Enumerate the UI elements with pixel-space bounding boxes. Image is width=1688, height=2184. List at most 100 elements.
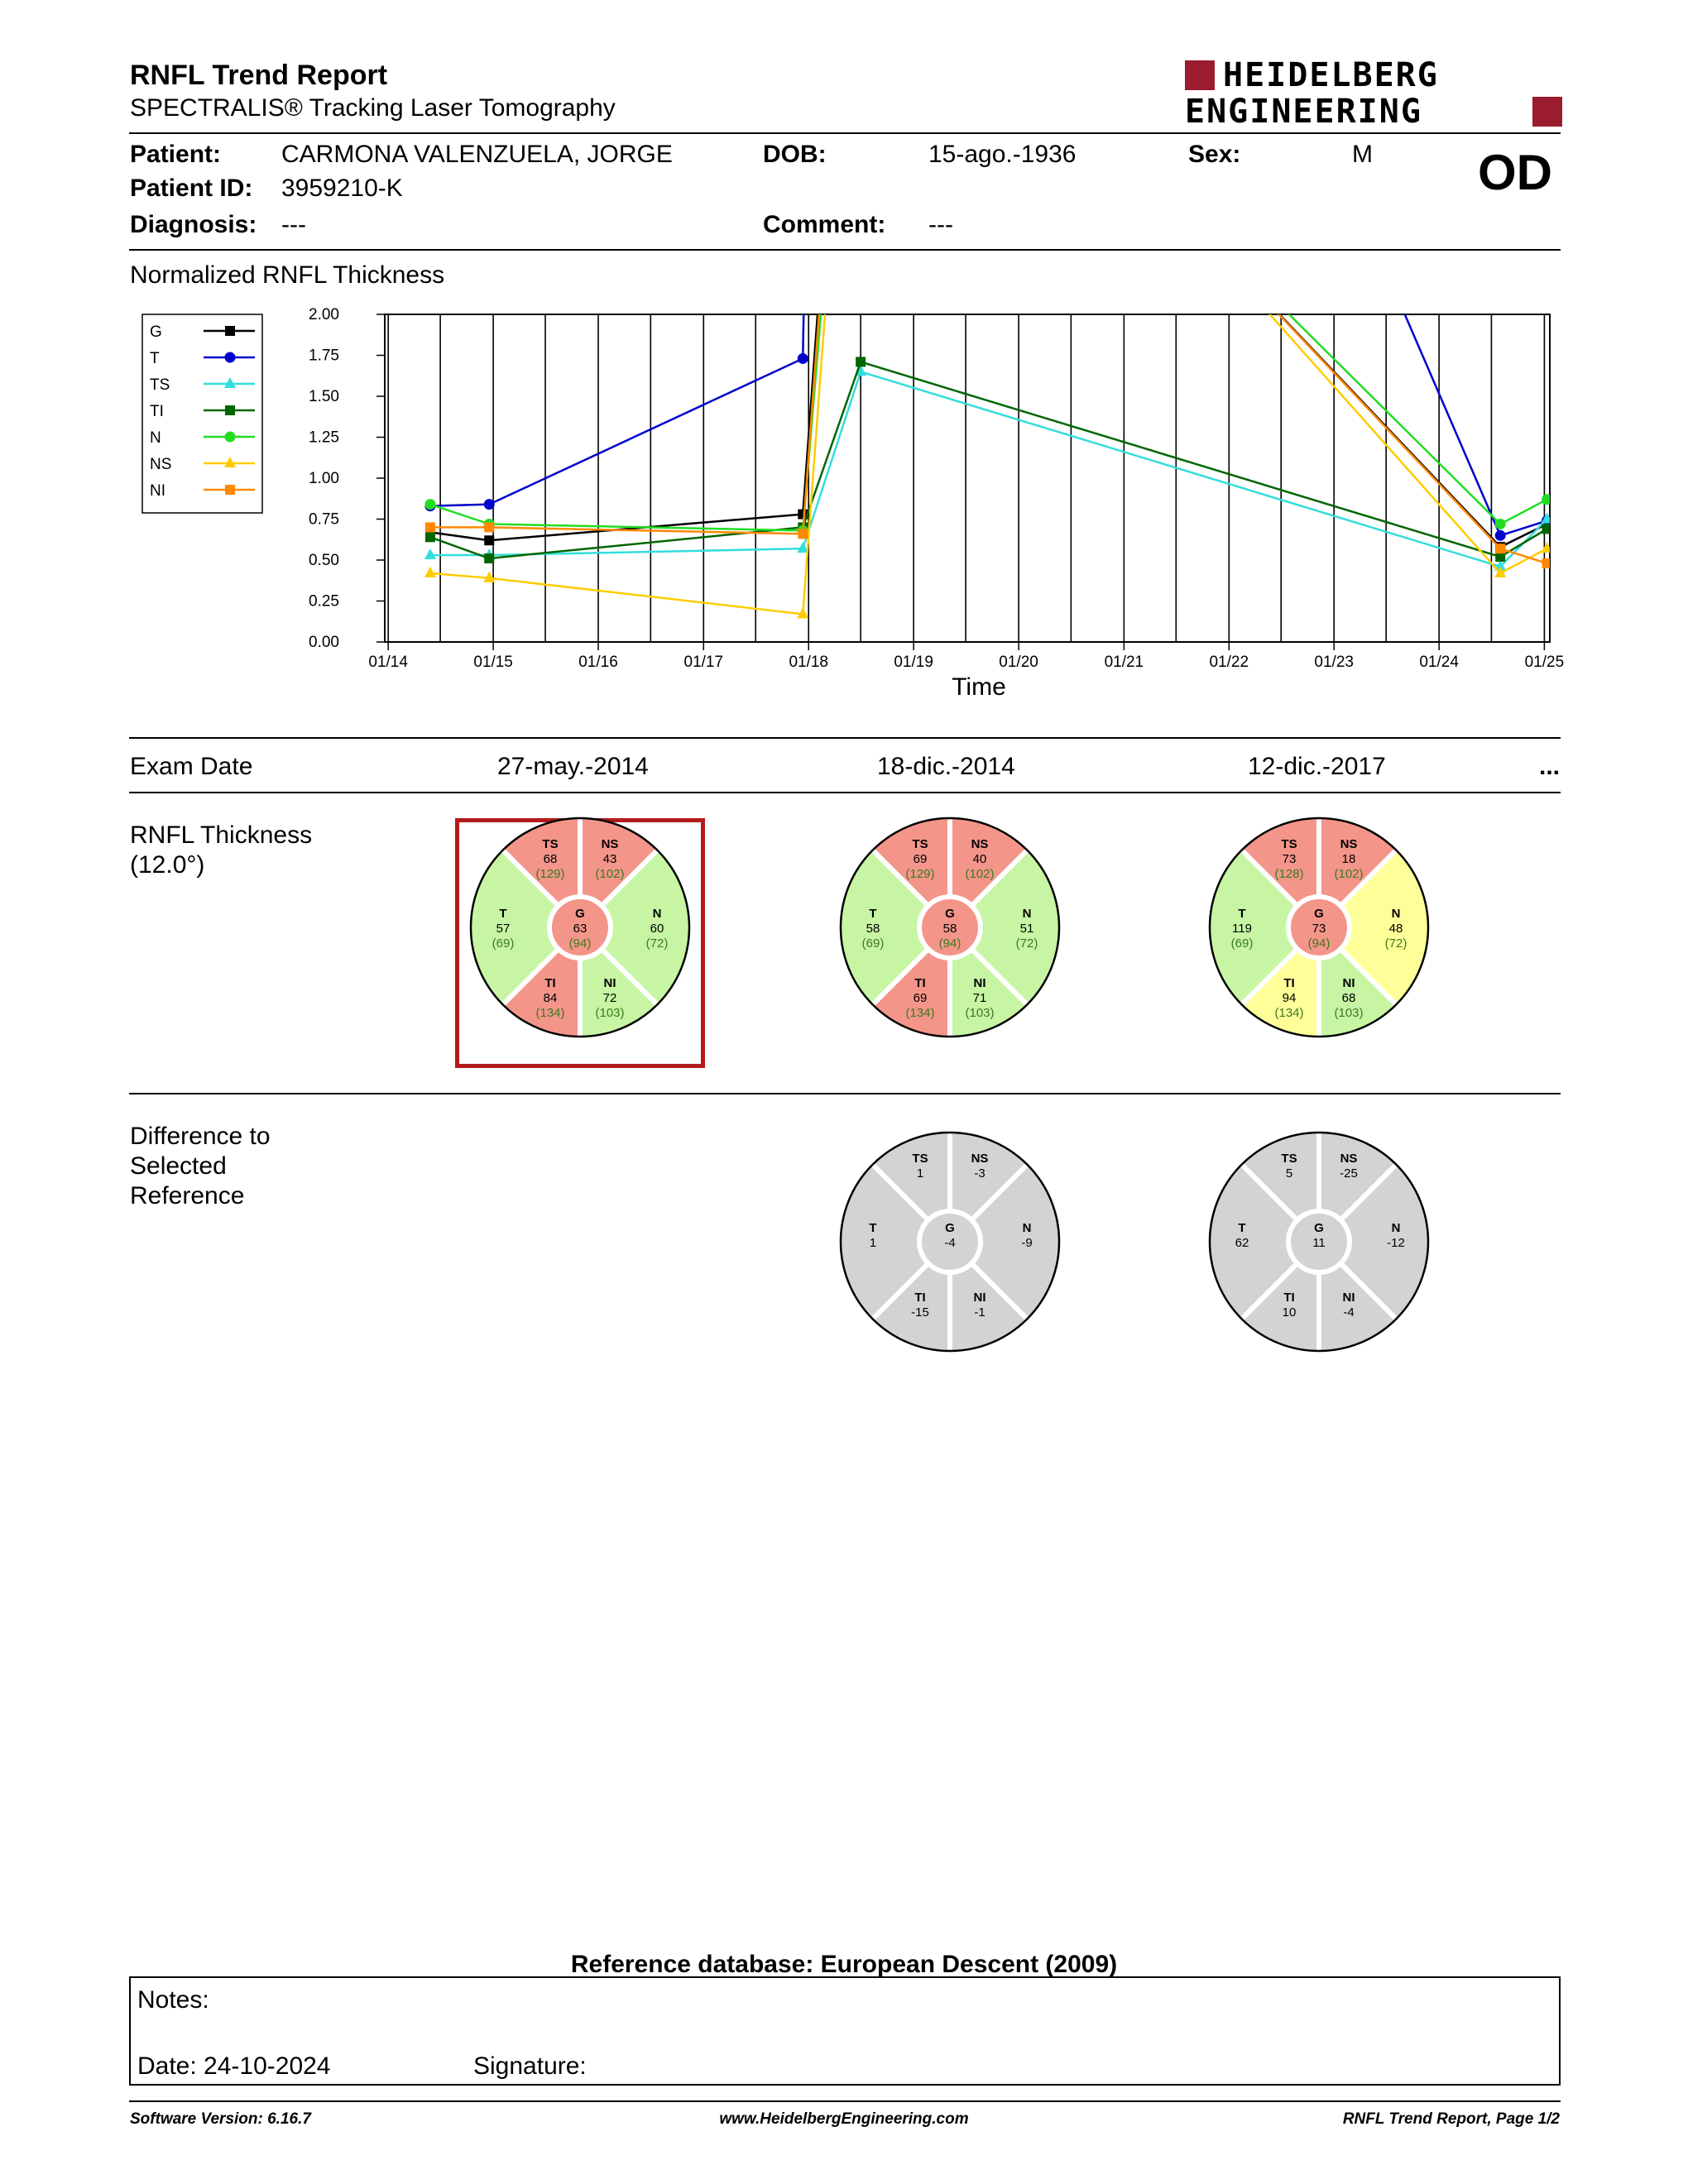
series-line-ti [429,360,1548,560]
sector-ts [502,818,580,906]
notes-label: Notes: [137,1986,209,2014]
sector-value-ns: 18 [1342,852,1356,866]
sector-name-ni: NI [974,976,986,990]
sector-normal-ti: (134) [905,1006,934,1020]
rnfl-thickness-label: RNFL Thickness [130,821,313,849]
legend-label-ni: NI [150,482,165,500]
sector-ti [502,949,580,1037]
legend-label-t: T [150,350,160,367]
sector-separator [501,848,560,908]
dob-value: 15-ago.-1936 [928,141,1077,168]
sector-value-g: 73 [1312,922,1326,936]
sector-t [840,850,928,1005]
sector-ns [950,818,1028,906]
point-t [1494,529,1506,541]
x-tick-label: 01/20 [999,654,1038,671]
sector-value-ni: 68 [1342,991,1356,1005]
sector-n [1340,1164,1428,1320]
sector-g [549,897,611,958]
sector-normal-ti: (134) [1274,1006,1303,1020]
sector-diff-ti: -15 [911,1305,929,1320]
sector-n [602,850,689,1005]
inner-ring [547,894,613,960]
point-ts [797,542,809,553]
sector-normal-ts: (129) [535,867,564,881]
legend-marker-ni [225,485,235,495]
outer-ring [1208,817,1430,1038]
y-tick-label: 1.75 [309,347,339,365]
sector-normal-t: (69) [492,936,515,951]
sector-separator [1240,1262,1299,1321]
sector-t [1209,850,1297,1005]
sector-ni [1319,949,1397,1037]
sector-ni [580,949,658,1037]
sector-value-ts: 68 [544,852,558,866]
y-tick-label: 0.25 [309,593,339,611]
sector-diff-n: -12 [1387,1236,1405,1250]
point-g [484,535,495,546]
sector-value-t: 119 [1232,922,1252,936]
sector-name-ti: TI [1283,976,1294,990]
sector-normal-ni: (103) [595,1006,624,1020]
website-link[interactable]: www.HeidelbergEngineering.com [719,2110,969,2128]
sector-name-n: N [1023,1221,1032,1235]
sector-diff-ti: 10 [1283,1305,1297,1320]
sector-diff-n: -9 [1021,1236,1032,1250]
sector-name-ns: NS [1340,837,1358,851]
more-exams[interactable]: ... [1539,753,1561,780]
point-ns [797,607,809,619]
legend-label-ts: TS [150,376,170,394]
point-ni [424,522,435,533]
legend-label-g: G [150,323,162,341]
sector-name-g: G [945,907,955,921]
point-ns [483,571,496,582]
sex-value: M [1352,141,1373,168]
sector-separator [1240,1162,1299,1222]
inner-ring [917,894,983,960]
difference-label-2: Selected [130,1152,227,1180]
sector-name-t: T [499,907,506,921]
sector-value-ns: 43 [603,852,617,866]
inner-ring [1286,1209,1352,1275]
sector-separator [600,848,659,908]
sector-name-t: T [869,907,876,921]
sector-diff-ni: -4 [1343,1305,1354,1320]
point-ti [856,357,866,367]
footer-divider [129,2100,1561,2102]
sector-normal-ns: (102) [965,867,994,881]
point-ni [798,529,808,539]
report-subtitle: SPECTRALIS® Tracking Laser Tomography [130,94,616,122]
exam-top-divider [129,737,1561,739]
inner-ring [917,1209,983,1275]
sector-normal-ns: (102) [595,867,624,881]
x-tick-label: 01/17 [684,654,724,671]
exam-date-1: 27-may.-2014 [497,753,649,780]
sector-separator [1339,848,1398,908]
y-tick-label: 1.00 [309,470,339,487]
sector-name-ni: NI [604,976,616,990]
sector-n [971,1164,1060,1320]
outer-ring [839,1131,1061,1353]
point-n [1542,494,1550,505]
sector-ti [1241,949,1319,1037]
sector-value-t: 57 [496,922,511,936]
sector-value-ts: 73 [1283,852,1297,866]
comment-label: Comment: [763,211,886,238]
sector-name-n: N [1392,1221,1401,1235]
point-ti [1542,524,1550,534]
sector-name-t: T [869,1221,876,1235]
notes-box[interactable]: Notes: Date: 24-10-2024 Signature: [129,1976,1561,2086]
header-divider [129,132,1561,134]
x-axis-label: Time [952,673,1006,701]
sector-normal-ns: (102) [1334,867,1363,881]
sector-name-g: G [1314,1221,1324,1235]
sector-separator [1339,1262,1398,1321]
sector-name-g: G [1314,907,1324,921]
point-ni [484,522,495,533]
sector-ti [1241,1263,1319,1351]
sector-value-ti: 69 [914,991,928,1005]
sector-ns [950,1133,1028,1220]
outer-ring [1208,1131,1430,1353]
y-tick-label: 0.00 [309,634,339,651]
